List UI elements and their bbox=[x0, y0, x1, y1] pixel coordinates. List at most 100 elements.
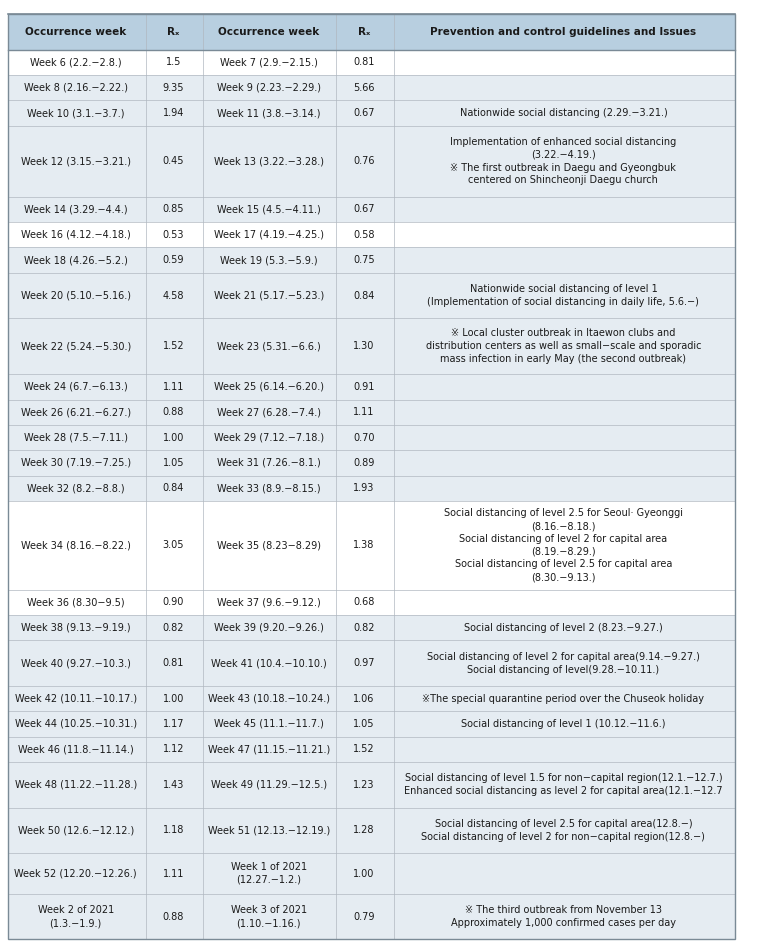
Bar bbox=[8, 853, 735, 894]
Bar bbox=[8, 590, 735, 615]
Bar bbox=[8, 808, 735, 853]
Text: Week 1 of 2021
(12.27.−1.2.): Week 1 of 2021 (12.27.−1.2.) bbox=[230, 862, 307, 884]
Text: Occurrence week: Occurrence week bbox=[25, 27, 127, 37]
Text: Week 7 (2.9.−2.15.): Week 7 (2.9.−2.15.) bbox=[220, 58, 318, 67]
Text: Week 38 (9.13.−9.19.): Week 38 (9.13.−9.19.) bbox=[21, 622, 130, 633]
Text: 0.76: 0.76 bbox=[353, 156, 374, 167]
Text: Week 35 (8.23−8.29): Week 35 (8.23−8.29) bbox=[217, 540, 321, 550]
Text: Week 10 (3.1.−3.7.): Week 10 (3.1.−3.7.) bbox=[27, 108, 124, 118]
Bar bbox=[8, 374, 735, 400]
Text: Week 45 (11.1.−11.7.): Week 45 (11.1.−11.7.) bbox=[214, 719, 324, 729]
Text: 0.58: 0.58 bbox=[353, 230, 374, 240]
Text: Week 46 (11.8.−11.14.): Week 46 (11.8.−11.14.) bbox=[18, 744, 133, 755]
Text: 1.00: 1.00 bbox=[353, 868, 374, 879]
Text: 0.53: 0.53 bbox=[163, 230, 184, 240]
Text: 0.70: 0.70 bbox=[353, 433, 374, 442]
Text: Rₓ: Rₓ bbox=[358, 27, 370, 37]
Text: 1.52: 1.52 bbox=[163, 341, 184, 351]
Text: Week 47 (11.15.−11.21.): Week 47 (11.15.−11.21.) bbox=[208, 744, 330, 755]
Bar bbox=[8, 14, 735, 49]
Text: 5.66: 5.66 bbox=[353, 82, 374, 93]
Text: Week 48 (11.22.−11.28.): Week 48 (11.22.−11.28.) bbox=[14, 779, 137, 790]
Text: 0.97: 0.97 bbox=[353, 658, 374, 669]
Bar bbox=[8, 100, 735, 126]
Text: Week 9 (2.23.−2.29.): Week 9 (2.23.−2.29.) bbox=[217, 82, 321, 93]
Text: 1.11: 1.11 bbox=[163, 868, 184, 879]
Text: 1.5: 1.5 bbox=[166, 58, 181, 67]
Text: Social distancing of level 1 (10.12.−11.6.): Social distancing of level 1 (10.12.−11.… bbox=[461, 719, 666, 729]
Text: Week 43 (10.18.−10.24.): Week 43 (10.18.−10.24.) bbox=[208, 693, 330, 704]
Text: Week 30 (7.19.−7.25.): Week 30 (7.19.−7.25.) bbox=[20, 457, 131, 468]
Text: Week 28 (7.5.−7.11.): Week 28 (7.5.−7.11.) bbox=[23, 433, 127, 442]
Bar bbox=[8, 737, 735, 762]
Text: Occurrence week: Occurrence week bbox=[218, 27, 319, 37]
Text: Week 36 (8.30−9.5): Week 36 (8.30−9.5) bbox=[27, 598, 124, 607]
Text: Social distancing of level 2 (8.23.−9.27.): Social distancing of level 2 (8.23.−9.27… bbox=[464, 622, 662, 633]
Bar bbox=[8, 197, 735, 222]
Bar bbox=[8, 318, 735, 374]
Text: Week 11 (3.8.−3.14.): Week 11 (3.8.−3.14.) bbox=[217, 108, 321, 118]
Text: 1.94: 1.94 bbox=[163, 108, 184, 118]
Bar bbox=[8, 273, 735, 318]
Text: Week 18 (4.26.−5.2.): Week 18 (4.26.−5.2.) bbox=[23, 255, 127, 265]
Text: 1.18: 1.18 bbox=[163, 826, 184, 835]
Text: 0.67: 0.67 bbox=[353, 205, 374, 214]
Text: Week 44 (10.25.−10.31.): Week 44 (10.25.−10.31.) bbox=[14, 719, 136, 729]
Text: Week 22 (5.24.−5.30.): Week 22 (5.24.−5.30.) bbox=[20, 341, 131, 351]
Text: Week 14 (3.29.−4.4.): Week 14 (3.29.−4.4.) bbox=[24, 205, 127, 214]
Text: ※The special quarantine period over the Chuseok holiday: ※The special quarantine period over the … bbox=[422, 693, 704, 704]
Text: 0.89: 0.89 bbox=[353, 457, 374, 468]
Text: Social distancing of level 1.5 for non−capital region(12.1.−12.7.)
Enhanced soci: Social distancing of level 1.5 for non−c… bbox=[404, 774, 722, 796]
Text: Week 6 (2.2.−2.8.): Week 6 (2.2.−2.8.) bbox=[30, 58, 121, 67]
Text: 1.00: 1.00 bbox=[163, 693, 184, 704]
Text: Week 3 of 2021
(1.10.−1.16.): Week 3 of 2021 (1.10.−1.16.) bbox=[230, 905, 307, 928]
Text: 0.75: 0.75 bbox=[353, 255, 374, 265]
Text: Week 52 (12.20.−12.26.): Week 52 (12.20.−12.26.) bbox=[14, 868, 137, 879]
Text: Week 31 (7.26.−8.1.): Week 31 (7.26.−8.1.) bbox=[217, 457, 321, 468]
Bar bbox=[8, 75, 735, 100]
Bar bbox=[8, 247, 735, 273]
Text: 0.81: 0.81 bbox=[353, 58, 374, 67]
Text: Week 15 (4.5.−4.11.): Week 15 (4.5.−4.11.) bbox=[217, 205, 321, 214]
Bar bbox=[8, 711, 735, 737]
Text: 1.52: 1.52 bbox=[353, 744, 374, 755]
Text: 0.68: 0.68 bbox=[353, 598, 374, 607]
Text: Week 25 (6.14.−6.20.): Week 25 (6.14.−6.20.) bbox=[214, 382, 324, 392]
Text: Week 24 (6.7.−6.13.): Week 24 (6.7.−6.13.) bbox=[23, 382, 127, 392]
Text: 0.84: 0.84 bbox=[163, 483, 184, 493]
Text: 0.84: 0.84 bbox=[353, 291, 374, 300]
Text: Week 12 (3.15.−3.21.): Week 12 (3.15.−3.21.) bbox=[20, 156, 130, 167]
Bar bbox=[8, 222, 735, 247]
Text: Week 16 (4.12.−4.18.): Week 16 (4.12.−4.18.) bbox=[20, 230, 130, 240]
Text: 0.45: 0.45 bbox=[163, 156, 184, 167]
Bar bbox=[8, 762, 735, 808]
Text: Week 32 (8.2.−8.8.): Week 32 (8.2.−8.8.) bbox=[27, 483, 124, 493]
Bar bbox=[8, 894, 735, 939]
Text: 0.79: 0.79 bbox=[353, 912, 374, 921]
Text: 0.88: 0.88 bbox=[163, 407, 184, 418]
Text: Week 49 (11.29.−12.5.): Week 49 (11.29.−12.5.) bbox=[211, 779, 327, 790]
Text: 0.90: 0.90 bbox=[163, 598, 184, 607]
Text: 0.59: 0.59 bbox=[163, 255, 184, 265]
Text: 1.38: 1.38 bbox=[353, 540, 374, 550]
Text: Nationwide social distancing (2.29.−3.21.): Nationwide social distancing (2.29.−3.21… bbox=[459, 108, 667, 118]
Text: Social distancing of level 2.5 for Seoul· Gyeonggi
(8.16.−8.18.)
Social distanci: Social distancing of level 2.5 for Seoul… bbox=[444, 509, 683, 582]
Text: Implementation of enhanced social distancing
(3.22.−4.19.)
※ The first outbreak : Implementation of enhanced social distan… bbox=[450, 137, 677, 186]
Text: 0.91: 0.91 bbox=[353, 382, 374, 392]
Bar bbox=[8, 475, 735, 501]
Text: Week 29 (7.12.−7.18.): Week 29 (7.12.−7.18.) bbox=[214, 433, 324, 442]
Bar bbox=[8, 686, 735, 711]
Text: 1.28: 1.28 bbox=[353, 826, 374, 835]
Text: Week 51 (12.13.−12.19.): Week 51 (12.13.−12.19.) bbox=[208, 826, 330, 835]
Text: Week 27 (6.28.−7.4.): Week 27 (6.28.−7.4.) bbox=[217, 407, 321, 418]
Bar bbox=[8, 640, 735, 686]
Text: 1.11: 1.11 bbox=[353, 407, 374, 418]
Bar bbox=[8, 126, 735, 197]
Text: 3.05: 3.05 bbox=[163, 540, 184, 550]
Text: 1.00: 1.00 bbox=[163, 433, 184, 442]
Text: Social distancing of level 2.5 for capital area(12.8.−)
Social distancing of lev: Social distancing of level 2.5 for capit… bbox=[421, 819, 706, 842]
Text: 1.06: 1.06 bbox=[353, 693, 374, 704]
Text: Week 23 (5.31.−6.6.): Week 23 (5.31.−6.6.) bbox=[217, 341, 321, 351]
Text: Week 8 (2.16.−2.22.): Week 8 (2.16.−2.22.) bbox=[23, 82, 127, 93]
Text: 1.43: 1.43 bbox=[163, 779, 184, 790]
